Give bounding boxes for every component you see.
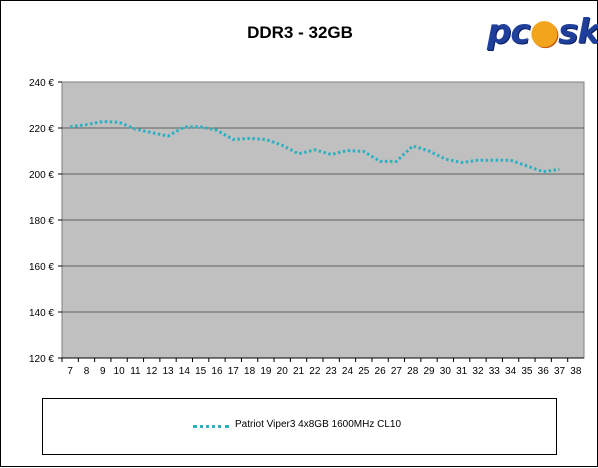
- x-tick-label: 22: [309, 366, 321, 377]
- y-tick-label: 240 €: [29, 78, 54, 89]
- x-tick-label: 33: [489, 366, 501, 377]
- grid-lines: [62, 127, 584, 313]
- flame-icon: ●: [529, 12, 560, 52]
- x-tick-label: 15: [195, 366, 207, 377]
- x-axis: 7 8 9 10 11 12 13 14 15 16 17 18 19 20 21 22 23 24 25 26 27 2…: [61, 357, 584, 377]
- x-tick-label: 23: [326, 366, 338, 377]
- x-tick-label: 30: [440, 366, 452, 377]
- x-tick-label: 10: [114, 366, 126, 377]
- x-tick-label: 38: [570, 366, 582, 377]
- x-tick-label: 25: [358, 366, 370, 377]
- x-tick-label: 9: [100, 366, 106, 377]
- x-tick-label: 14: [179, 366, 191, 377]
- x-tick-label: 21: [293, 366, 305, 377]
- series-line: [69, 120, 560, 174]
- x-tick-label: 7: [67, 366, 73, 377]
- x-tick-label: 11: [130, 366, 141, 377]
- legend-series-label: Patriot Viper3 4x8GB 1600MHz CL10: [235, 419, 402, 430]
- pcdesk-logo: pc●sk: [487, 12, 598, 52]
- x-tick-label: 34: [505, 366, 517, 377]
- y-tick-label: 180 €: [29, 216, 54, 227]
- y-tick-label: 200 €: [29, 170, 54, 181]
- x-tick-label: 36: [538, 366, 550, 377]
- y-tick-label: 160 €: [29, 262, 54, 273]
- x-tick-label: 26: [375, 366, 387, 377]
- series-group: [69, 120, 560, 174]
- x-tick-label: 32: [472, 366, 484, 377]
- x-tick-label: 28: [407, 366, 419, 377]
- x-tick-label: 35: [521, 366, 533, 377]
- y-tick-label: 140 €: [29, 308, 54, 319]
- y-tick-label: 120 €: [29, 354, 54, 365]
- chart-title: DDR3 - 32GB: [247, 23, 353, 42]
- y-axis: 240 € 220 € 200 € 180 € 160 € 140 € 120 €: [29, 78, 62, 365]
- x-tick-label: 29: [423, 366, 435, 377]
- x-tick-label: 24: [342, 366, 354, 377]
- x-tick-label: 37: [554, 366, 566, 377]
- x-tick-label: 16: [211, 366, 223, 377]
- x-tick-label: 20: [277, 366, 289, 377]
- x-tick-label: 17: [228, 366, 240, 377]
- x-tick-label: 19: [260, 366, 272, 377]
- x-tick-label: 12: [146, 366, 158, 377]
- x-tick-label: 8: [84, 366, 90, 377]
- x-tick-label: 27: [391, 366, 403, 377]
- y-tick-label: 220 €: [29, 124, 54, 135]
- x-tick-label: 18: [244, 366, 256, 377]
- x-tick-label: 13: [162, 366, 174, 377]
- x-tick-label: 31: [456, 366, 468, 377]
- legend-series-swatch: [193, 425, 229, 428]
- legend: Patriot Viper3 4x8GB 1600MHz CL10: [42, 398, 557, 455]
